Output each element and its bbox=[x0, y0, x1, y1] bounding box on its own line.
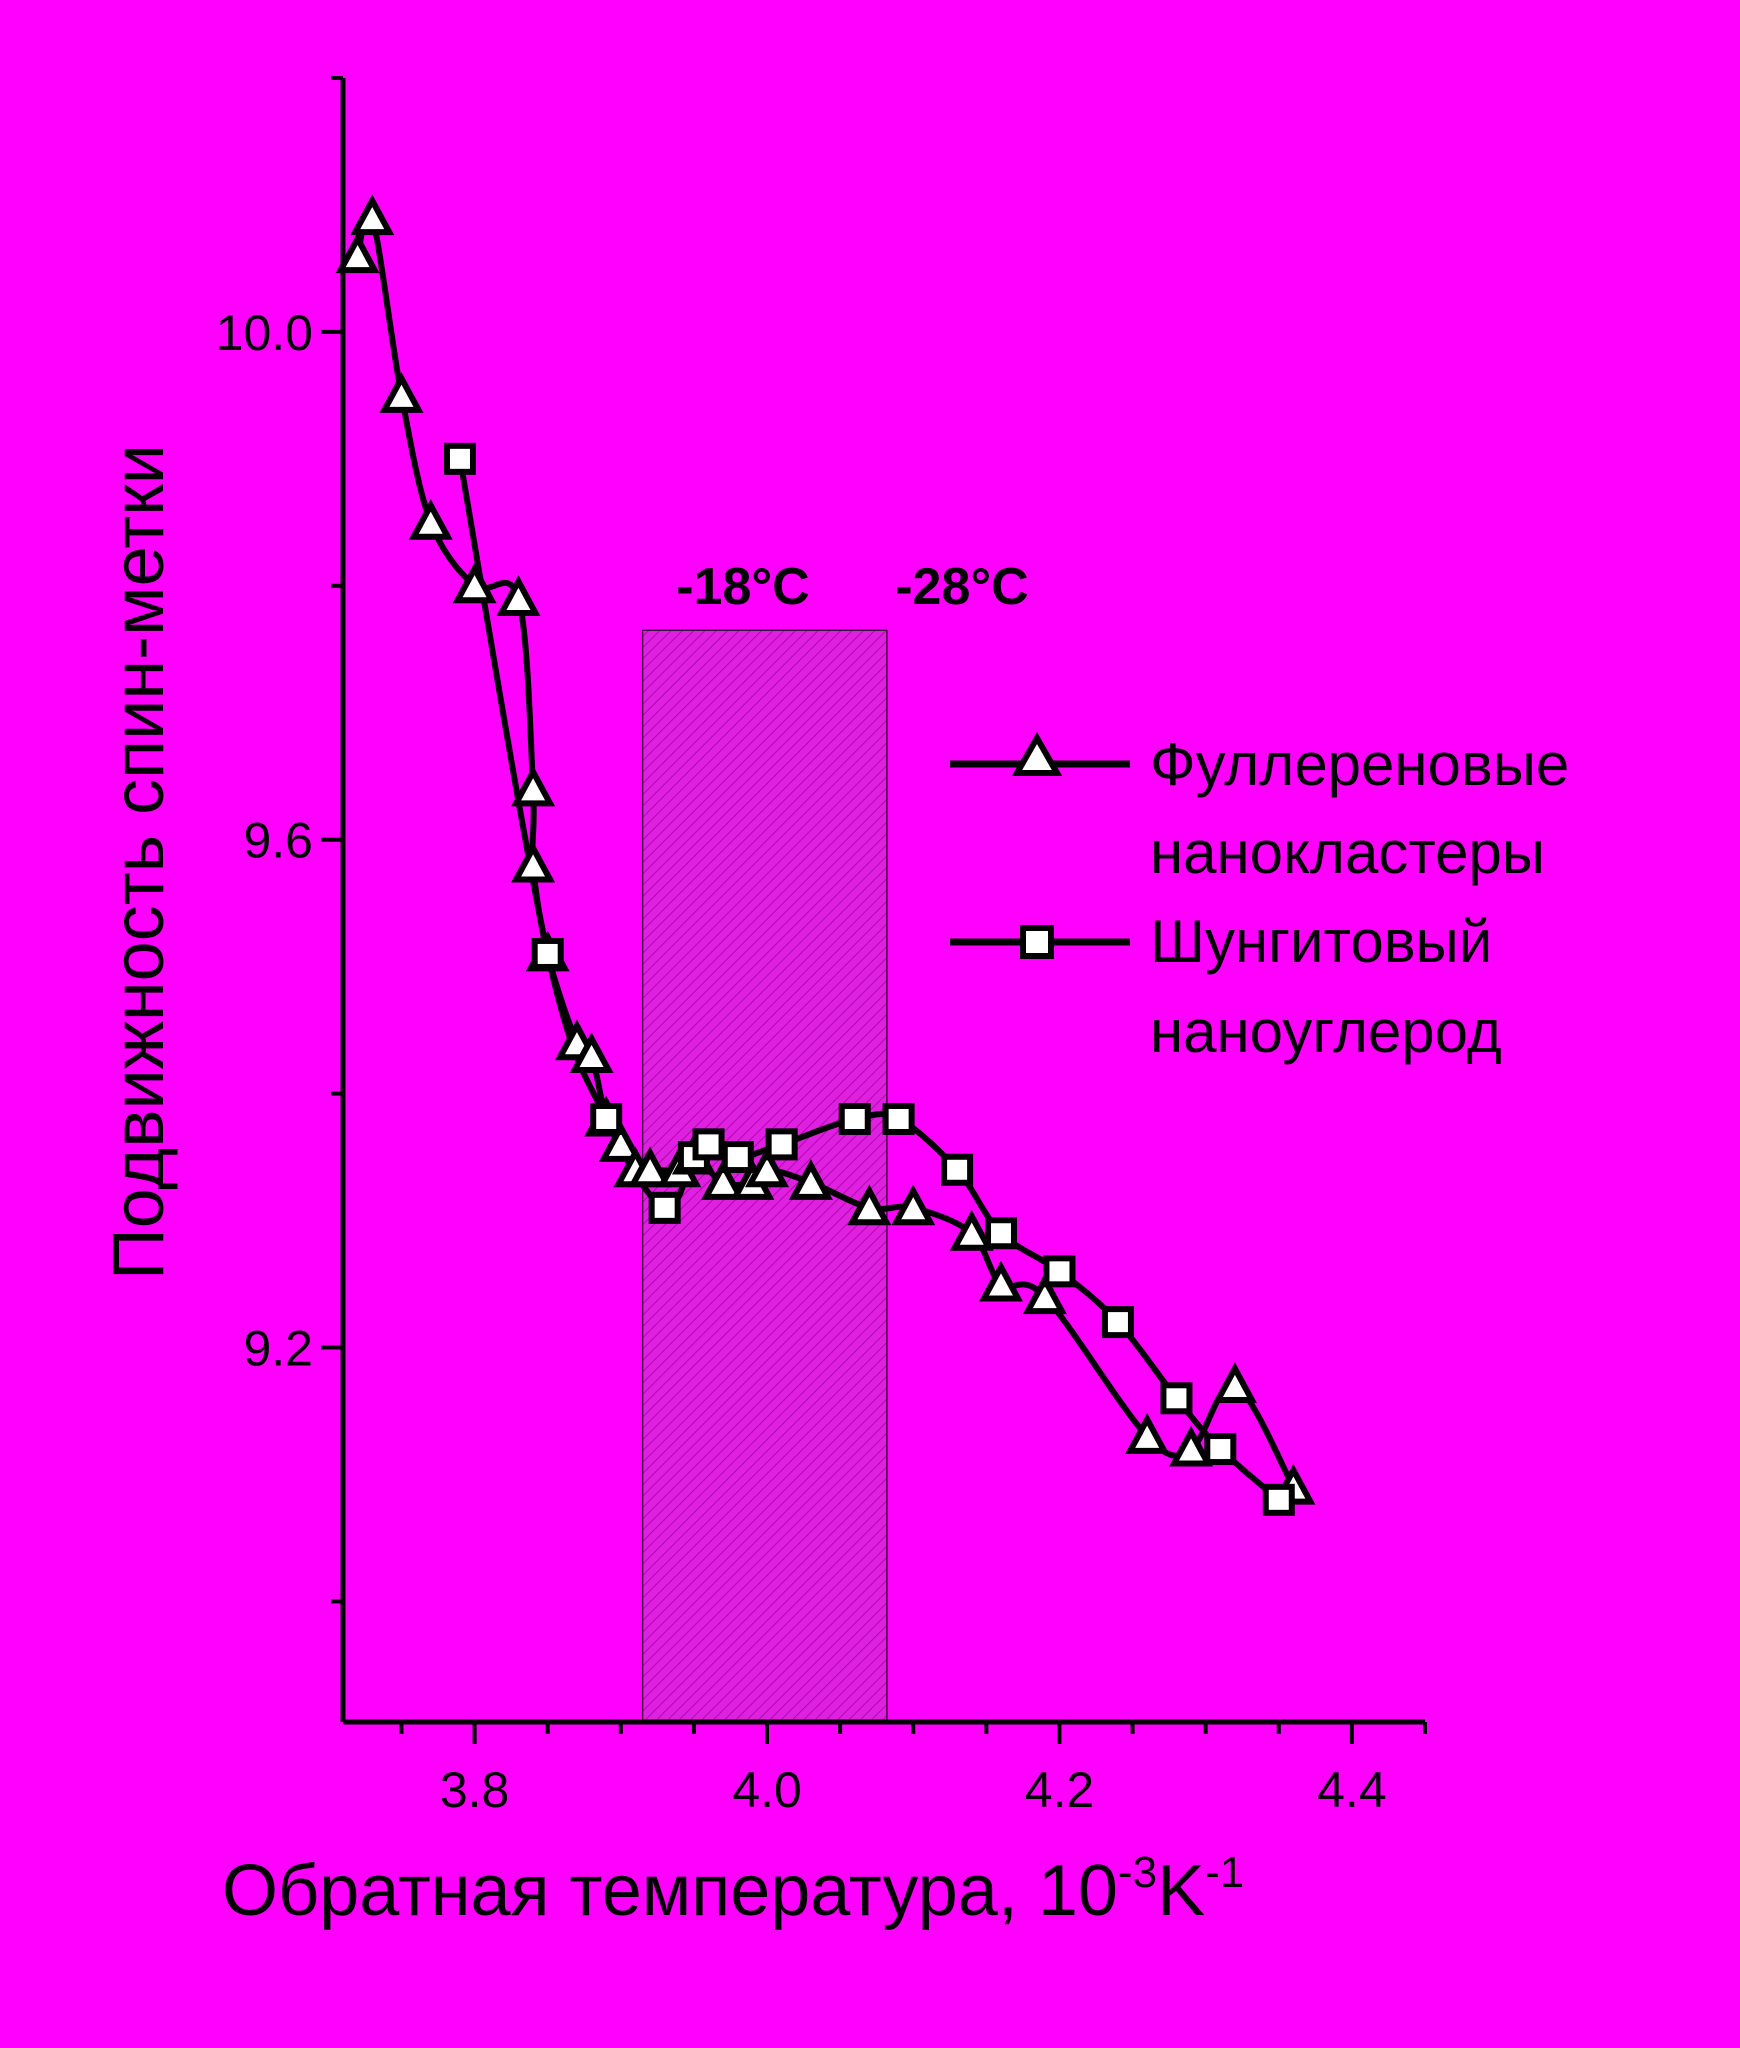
y-tick-label: 9.2 bbox=[243, 1320, 313, 1376]
point-fullerene bbox=[1169, 1425, 1214, 1467]
point-shungite bbox=[721, 1141, 754, 1174]
point-fullerene bbox=[511, 765, 556, 807]
point-shungite bbox=[590, 1102, 623, 1135]
point-shungite bbox=[838, 1102, 871, 1135]
point-fullerene bbox=[788, 1159, 833, 1200]
legend-label-shungite-line2: наноуглерод bbox=[1150, 998, 1502, 1065]
point-shungite bbox=[765, 1128, 798, 1161]
legend: Фуллереновые нанокластеры Шунгитовый нан… bbox=[950, 731, 1569, 1065]
point-shungite bbox=[882, 1102, 915, 1135]
point-shungite bbox=[1101, 1306, 1134, 1339]
x-tick-label: 4.2 bbox=[1025, 1762, 1095, 1818]
x-axis-label-sup1: -3 bbox=[1118, 1848, 1157, 1897]
point-fullerene bbox=[1125, 1413, 1170, 1454]
point-shungite bbox=[648, 1191, 681, 1224]
point-shungite bbox=[941, 1153, 974, 1186]
point-fullerene bbox=[744, 1146, 790, 1188]
point-fullerene bbox=[701, 1159, 746, 1200]
point-fullerene bbox=[628, 1146, 673, 1188]
x-axis-label-unit: K bbox=[1157, 1851, 1205, 1931]
legend-label-fullerene-line1: Фуллереновые bbox=[1150, 731, 1569, 798]
point-fullerene bbox=[569, 1032, 614, 1073]
x-tick-label: 4.0 bbox=[732, 1762, 802, 1818]
legend-marker-triangle-icon bbox=[1011, 731, 1063, 776]
legend-label-shungite-line1: Шунгитовый bbox=[1150, 908, 1492, 975]
series-markers bbox=[335, 194, 1316, 1516]
point-fullerene bbox=[335, 232, 380, 274]
x-tick-label: 4.4 bbox=[1317, 1762, 1387, 1818]
point-shungite bbox=[1043, 1255, 1076, 1288]
point-fullerene bbox=[408, 499, 453, 540]
point-fullerene bbox=[452, 562, 497, 604]
point-shungite bbox=[1160, 1382, 1193, 1415]
x-axis-label-sup2: -1 bbox=[1205, 1848, 1244, 1897]
y-axis-label: Подвижность спин-метки bbox=[99, 444, 179, 1280]
point-shungite bbox=[443, 442, 476, 475]
legend-marker-square-icon bbox=[1020, 925, 1054, 959]
x-axis-label-main: Обратная температура, 10 bbox=[222, 1851, 1118, 1931]
annotation-minus28: -28°C bbox=[895, 558, 1029, 616]
x-tick-label: 3.8 bbox=[440, 1762, 510, 1818]
point-shungite bbox=[531, 937, 564, 970]
point-fullerene bbox=[949, 1209, 994, 1251]
point-fullerene bbox=[379, 372, 424, 413]
point-fullerene bbox=[978, 1260, 1024, 1302]
axes: 3.8 4.0 4.2 4.4 9.2 9.6 10.0 bbox=[216, 76, 1427, 1818]
point-shungite bbox=[1204, 1433, 1237, 1466]
point-fullerene bbox=[847, 1184, 892, 1226]
point-fullerene bbox=[1022, 1273, 1067, 1315]
point-fullerene bbox=[496, 575, 541, 616]
point-shungite bbox=[984, 1217, 1017, 1250]
legend-label-fullerene-line2: нанокластеры bbox=[1150, 819, 1545, 886]
point-fullerene bbox=[598, 1121, 643, 1162]
point-fullerene bbox=[511, 841, 556, 883]
y-tick-label: 10.0 bbox=[216, 305, 313, 361]
y-tick-label: 9.6 bbox=[243, 813, 313, 869]
point-fullerene bbox=[350, 194, 395, 236]
annotation-minus18: -18°C bbox=[676, 558, 810, 616]
point-shungite bbox=[692, 1128, 725, 1161]
x-axis-label: Обратная температура, 10-3K-1 bbox=[222, 1848, 1244, 1931]
point-fullerene bbox=[891, 1184, 936, 1226]
point-shungite bbox=[1262, 1483, 1295, 1516]
point-fullerene bbox=[1212, 1362, 1257, 1404]
